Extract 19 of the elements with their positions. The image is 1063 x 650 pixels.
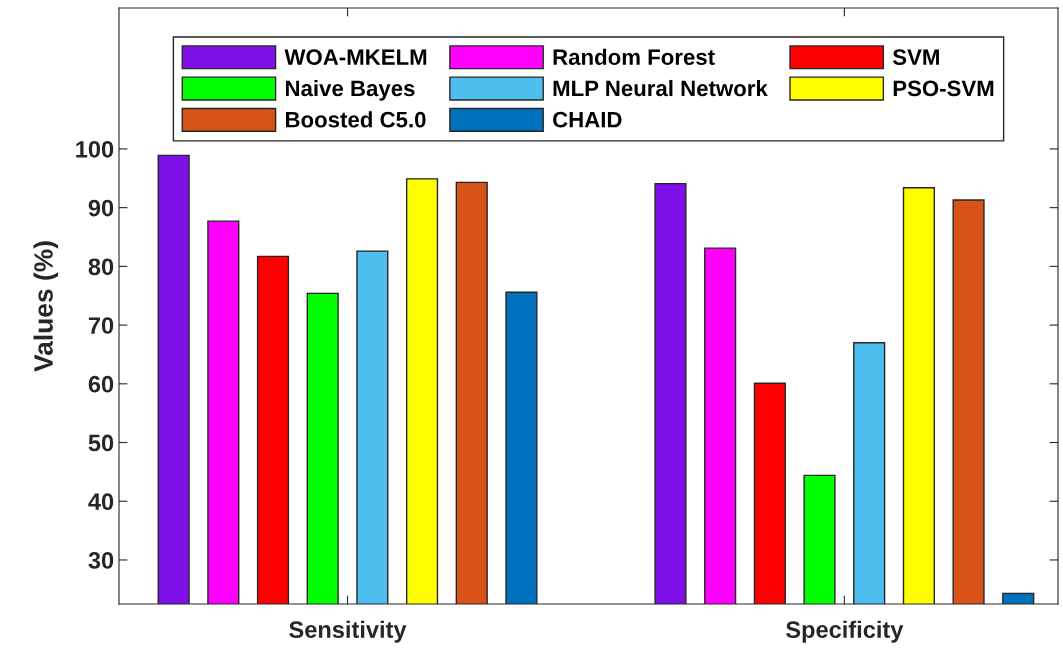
y-tick-label: 100	[76, 140, 114, 158]
legend-label: Random Forest	[553, 48, 715, 65]
y-tick-label: 50	[88, 434, 114, 452]
x-tick-label: Specificity	[786, 620, 904, 643]
y-tick-label: 70	[88, 317, 114, 334]
legend-label: PSO-SVM	[893, 80, 994, 97]
y-tick-label: 80	[88, 258, 114, 276]
y-axis-title: Values (%)	[33, 241, 59, 372]
legend-label: MLP Neural Network	[553, 79, 768, 97]
legend-label: SVM	[892, 49, 939, 65]
legend-label: Naive Bayes	[285, 79, 415, 101]
legend-label: WOA-MKELM	[284, 49, 427, 65]
y-tick-label: 60	[88, 375, 114, 393]
y-tick-label: 90	[88, 199, 114, 217]
legend-label: CHAID	[553, 111, 622, 128]
legend-label: Boosted C5.0	[285, 111, 426, 128]
y-tick-label: 40	[88, 493, 114, 511]
x-tick-label: Sensitivity	[289, 620, 407, 643]
y-tick-label: 30	[88, 552, 114, 569]
